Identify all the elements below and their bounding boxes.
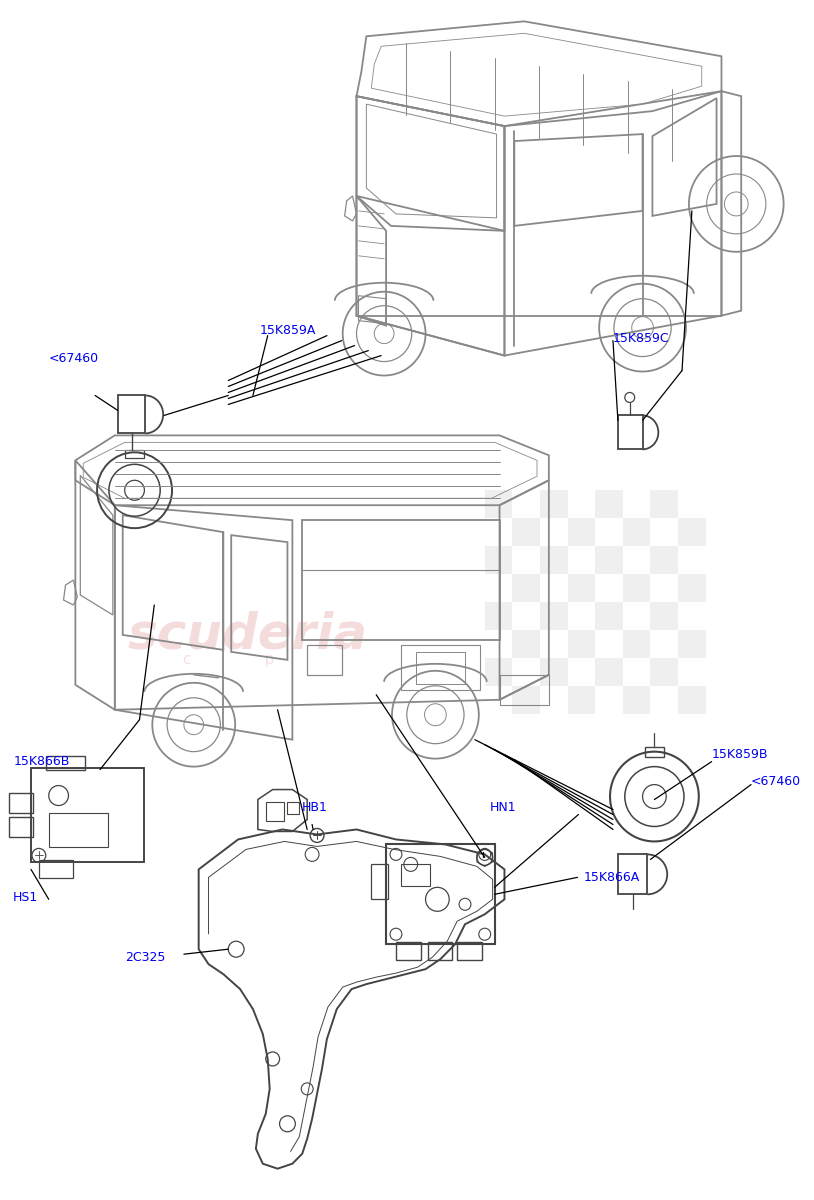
Bar [484, 491, 512, 518]
Bar [31, 768, 144, 863]
Text: <67460: <67460 [49, 352, 98, 365]
Bar [400, 644, 479, 690]
Bar [595, 658, 623, 686]
Text: HS1: HS1 [13, 890, 38, 904]
Bar [650, 491, 678, 518]
Text: HN1: HN1 [490, 802, 516, 814]
Bar [396, 942, 421, 960]
Bar [49, 812, 108, 847]
Bar [512, 686, 540, 714]
Bar [512, 574, 540, 602]
Bar [567, 574, 595, 602]
Bar [265, 802, 283, 822]
Bar [427, 942, 453, 960]
Bar [9, 817, 33, 838]
Text: <67460: <67460 [751, 775, 801, 788]
Text: scuderia: scuderia [128, 611, 368, 659]
Bar [500, 674, 549, 704]
Bar [125, 450, 144, 458]
Bar [46, 756, 85, 769]
Bar [512, 630, 540, 658]
Bar [386, 845, 495, 944]
Bar [371, 864, 388, 899]
Bar [484, 546, 512, 574]
Text: HB1: HB1 [302, 802, 328, 814]
Bar [623, 686, 650, 714]
Bar [540, 602, 567, 630]
Text: 15K859A: 15K859A [260, 324, 316, 337]
Bar [623, 630, 650, 658]
Bar [540, 658, 567, 686]
Text: 15K866A: 15K866A [584, 871, 640, 884]
Bar [595, 491, 623, 518]
Bar [457, 942, 482, 960]
Text: 15K866B: 15K866B [13, 755, 70, 768]
Bar [400, 864, 431, 887]
Bar [595, 546, 623, 574]
Text: 15K859B: 15K859B [711, 748, 768, 761]
Bar [650, 546, 678, 574]
Bar [484, 658, 512, 686]
Bar [540, 546, 567, 574]
Bar [567, 630, 595, 658]
Bar [678, 574, 706, 602]
Bar [645, 746, 664, 757]
Bar [307, 644, 342, 674]
Bar [567, 686, 595, 714]
Bar [678, 518, 706, 546]
Bar [287, 802, 300, 814]
Bar [650, 602, 678, 630]
Bar [540, 491, 567, 518]
Text: c               p: c p [182, 653, 274, 667]
Bar [650, 658, 678, 686]
Text: 15K859C: 15K859C [613, 332, 670, 346]
Bar [416, 652, 465, 684]
Bar [623, 518, 650, 546]
Bar [623, 574, 650, 602]
Bar [678, 630, 706, 658]
Bar [595, 602, 623, 630]
Bar [678, 686, 706, 714]
Bar [9, 792, 33, 812]
Bar [512, 518, 540, 546]
Bar [567, 518, 595, 546]
Bar [484, 602, 512, 630]
Bar [39, 860, 73, 878]
Text: 2C325: 2C325 [125, 950, 165, 964]
